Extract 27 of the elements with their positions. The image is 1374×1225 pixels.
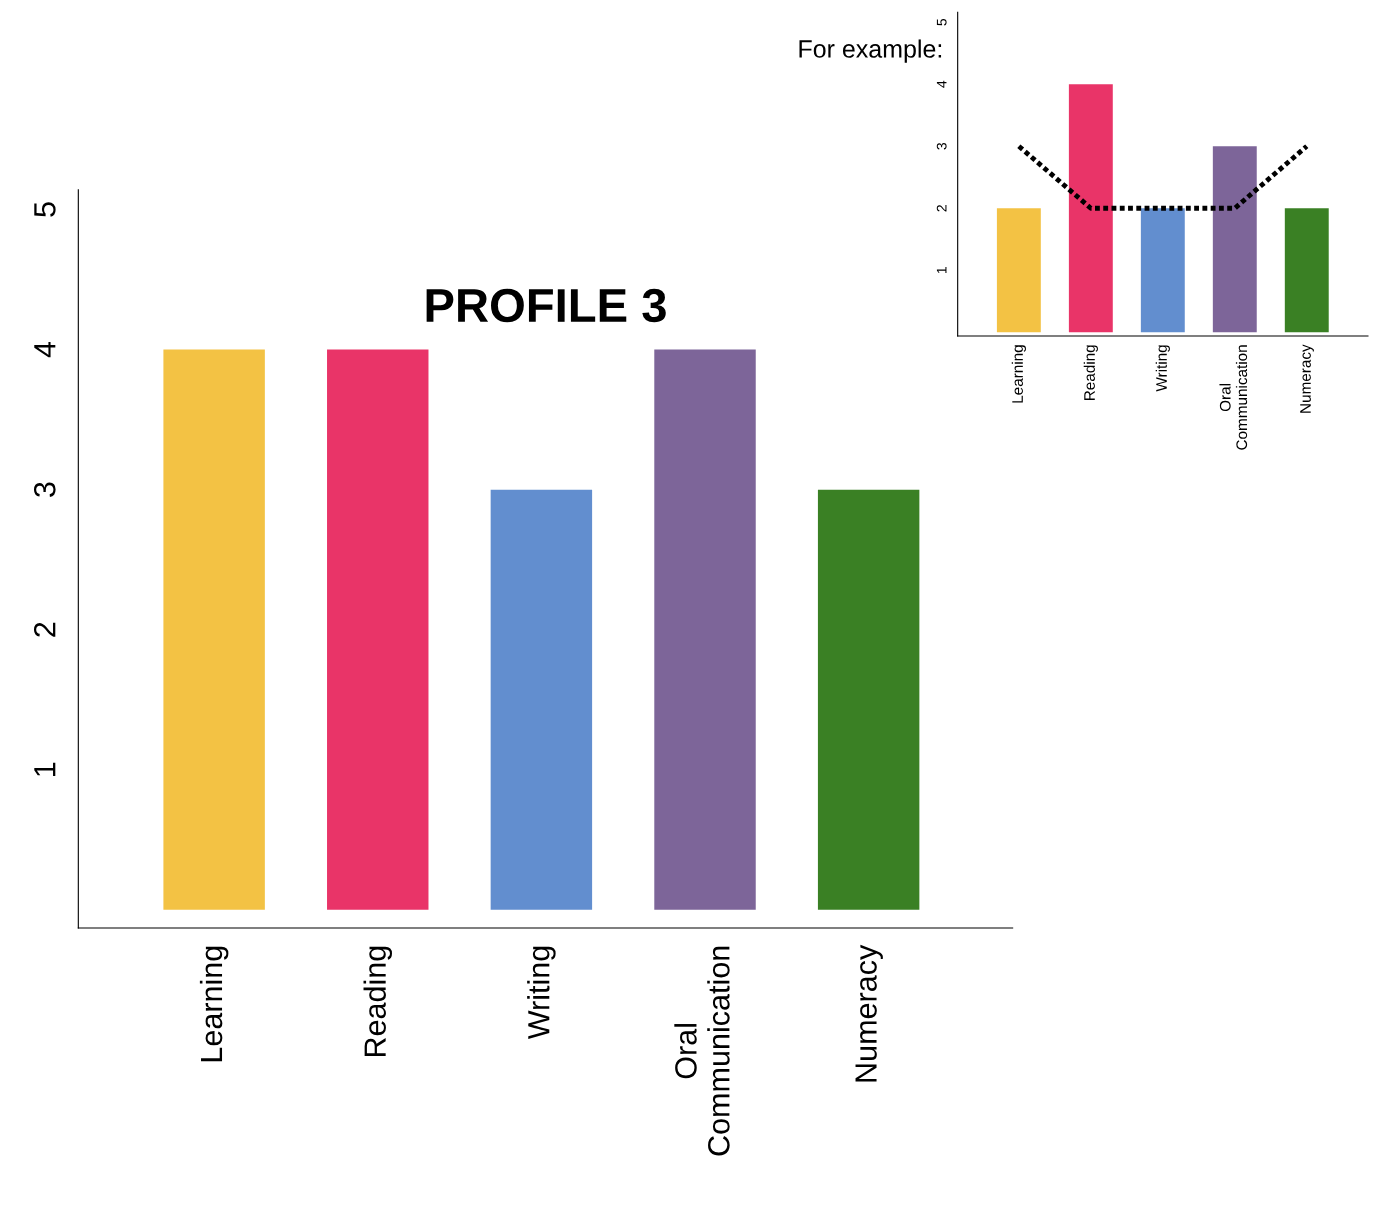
x-tick-label: Numeracy — [855, 944, 883, 1082]
y-tick-label: 3 — [33, 482, 56, 497]
x-tick-label: Oral Communication — [1219, 345, 1248, 450]
bar — [1140, 208, 1185, 333]
y-tick-label: 1 — [936, 267, 947, 274]
y-tick-label: 2 — [936, 205, 947, 212]
y-tick-label: 4 — [34, 341, 56, 358]
bar — [996, 208, 1041, 333]
x-tick-label: Reading — [363, 946, 392, 1057]
y-tick-label: 1 — [34, 762, 56, 776]
bar — [1068, 84, 1113, 333]
y-tick-label: 2 — [33, 622, 56, 637]
bar — [1212, 146, 1257, 333]
x-tick-label: Reading — [1083, 345, 1098, 400]
x-tick-label: Learning — [199, 946, 229, 1062]
y-tick-label: 3 — [936, 142, 947, 150]
y-tick-label: 5 — [34, 202, 56, 217]
text: PROFILE 3 — [426, 288, 666, 323]
text: For example: — [799, 39, 942, 63]
y-tick-label: 5 — [936, 18, 947, 26]
y-tick-label: 4 — [936, 80, 947, 88]
bar — [1284, 208, 1329, 333]
x-tick-label: Numeracy — [1300, 344, 1314, 413]
x-tick-label: Oral Communication — [674, 946, 730, 1156]
x-tick-label: Writing — [527, 946, 556, 1040]
x-tick-label: Learning — [1011, 345, 1026, 403]
x-tick-label: Writing — [1155, 345, 1170, 392]
